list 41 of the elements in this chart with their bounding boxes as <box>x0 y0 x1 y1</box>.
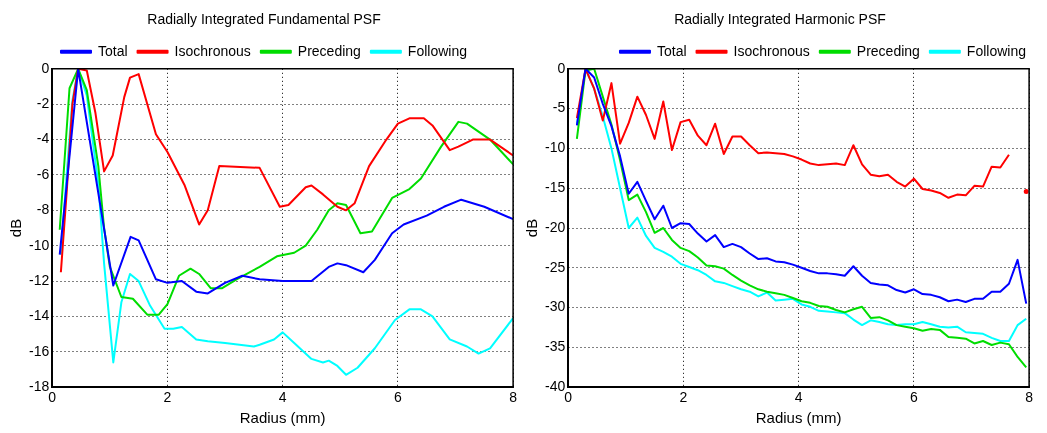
legend-label: Total <box>97 42 128 59</box>
y-axis-title: dB <box>523 218 541 238</box>
y-tick-label: -6 <box>36 165 50 182</box>
x-tick-label: 8 <box>509 389 518 406</box>
x-tick-label: 2 <box>163 389 172 406</box>
legend-label: Preceding <box>856 42 920 59</box>
y-tick-label: -18 <box>29 378 50 395</box>
y-tick-label: -8 <box>36 201 50 218</box>
legend-label: Isochronous <box>733 42 810 59</box>
y-tick-label: -35 <box>545 338 566 355</box>
x-tick-label: 4 <box>278 389 287 406</box>
x-axis-title: Radius (mm) <box>239 409 326 427</box>
legend-label: Following <box>966 42 1026 59</box>
y-tick-label: -16 <box>29 342 50 359</box>
y-tick-label: -2 <box>36 95 50 112</box>
y-tick-label: -15 <box>545 179 566 196</box>
y-tick-label: -20 <box>545 218 566 235</box>
y-tick-label: -30 <box>545 298 566 315</box>
legend-label: Isochronous <box>174 42 251 59</box>
y-axis-title: dB <box>7 218 25 238</box>
x-tick-label: 6 <box>909 389 918 406</box>
y-tick-label: -10 <box>545 139 566 156</box>
y-tick-label: -10 <box>29 236 50 253</box>
x-tick-label: 4 <box>794 389 803 406</box>
legend-label: Total <box>656 42 687 59</box>
legend-label: Following <box>407 42 468 59</box>
y-tick-label: -12 <box>29 271 50 288</box>
y-tick-label: -40 <box>545 378 566 395</box>
legend-label: Preceding <box>297 42 361 59</box>
x-tick-label: 6 <box>393 389 402 406</box>
y-tick-label: -25 <box>545 258 566 275</box>
y-tick-label: -5 <box>552 99 566 116</box>
y-tick-label: 0 <box>557 59 566 76</box>
x-axis-title: Radius (mm) <box>755 409 842 427</box>
y-tick-label: -14 <box>29 307 50 324</box>
y-tick-label: -4 <box>36 130 50 147</box>
x-tick-label: 8 <box>1025 389 1034 406</box>
y-tick-label: 0 <box>41 59 50 76</box>
x-tick-label: 2 <box>679 389 688 406</box>
chart-title: Radially Integrated Fundamental PSF <box>147 11 381 28</box>
chart-title: Radially Integrated Harmonic PSF <box>674 11 886 28</box>
